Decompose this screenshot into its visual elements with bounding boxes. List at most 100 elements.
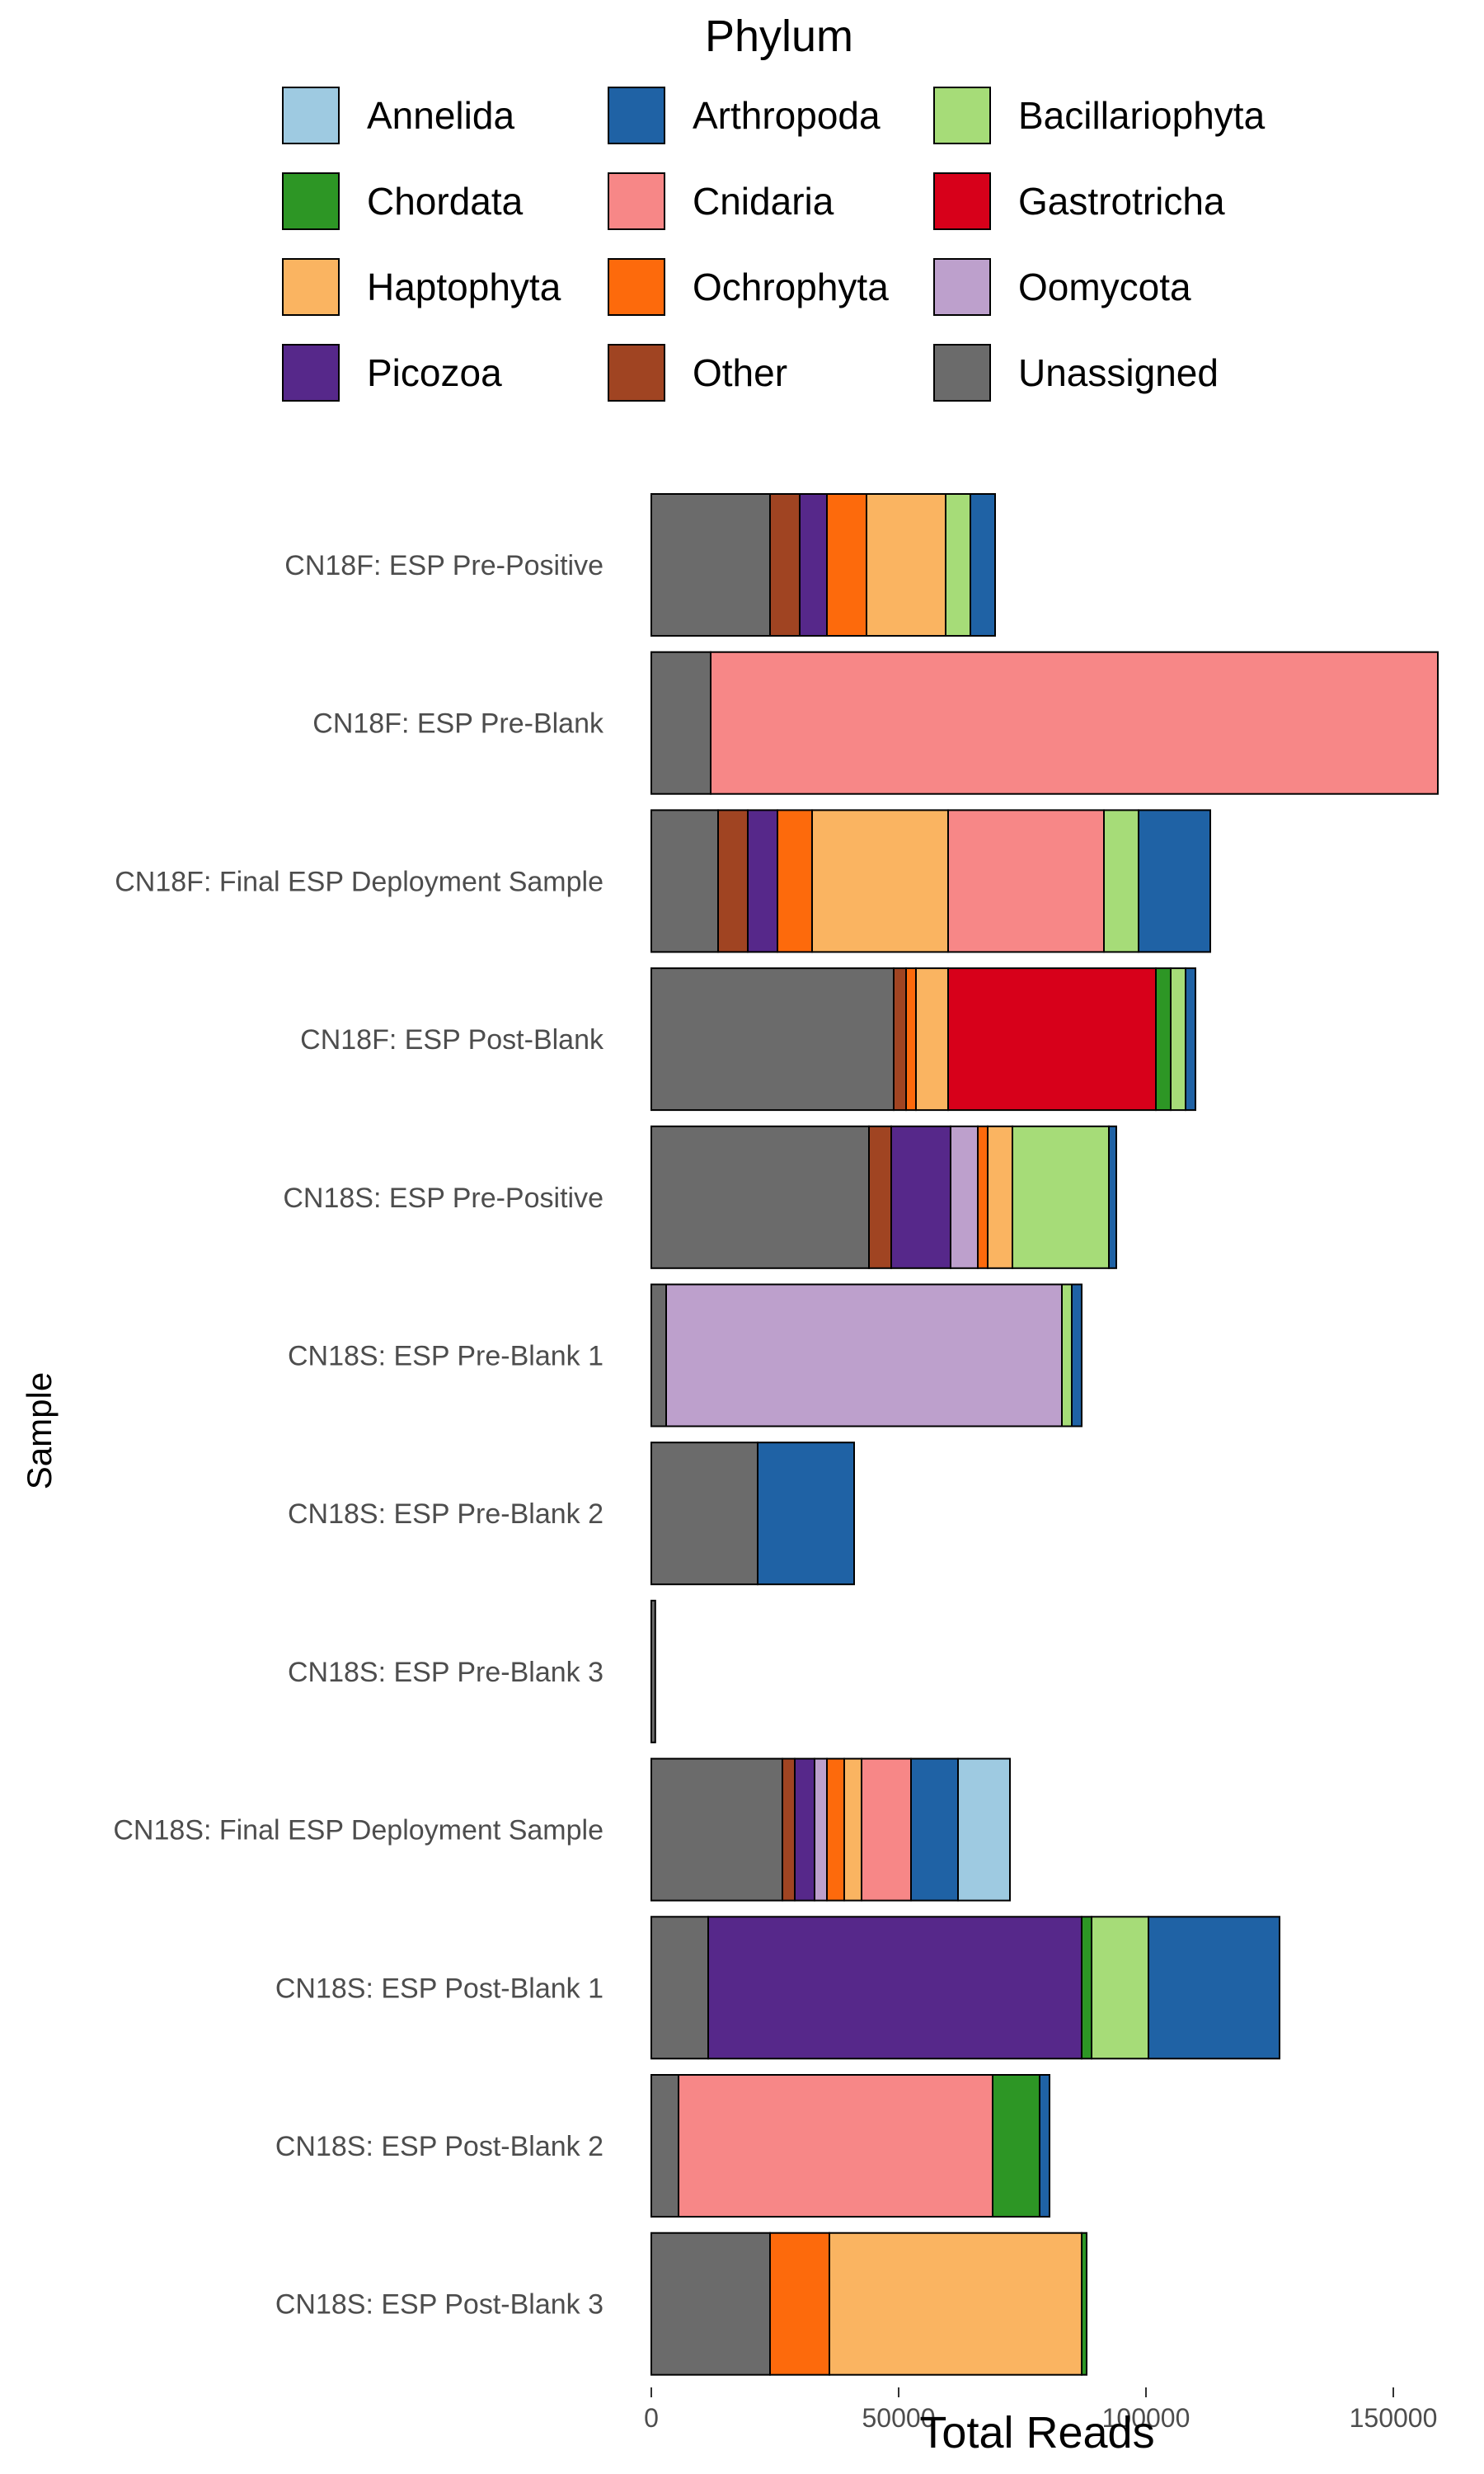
legend-item-other: Other	[608, 344, 787, 402]
y-tick-label: CN18S: ESP Pre-Blank 1	[288, 1341, 603, 1372]
legend-swatch	[933, 87, 991, 144]
legend-item-chordata: Chordata	[282, 172, 524, 230]
bar-segment-arthropoda	[1039, 2074, 1050, 2218]
x-tick-label: 100000	[1102, 2403, 1190, 2433]
bar-segment-chordata	[1155, 967, 1172, 1112]
legend-swatch	[282, 344, 340, 402]
y-tick-label: CN18S: ESP Post-Blank 3	[275, 2289, 603, 2321]
bar-segment-other	[893, 967, 907, 1112]
bar-segment-unassigned	[650, 1757, 783, 1902]
legend-item-picozoa: Picozoa	[282, 344, 502, 402]
bar-segment-bacillariophyta	[1012, 1125, 1110, 1269]
x-tick-label: 0	[644, 2403, 659, 2433]
bar-segment-other	[717, 809, 749, 953]
legend-item-bacillariophyta: Bacillariophyta	[933, 87, 1266, 144]
bar-segment-ochrophyta	[777, 809, 813, 953]
y-tick-label: CN18S: ESP Pre-Blank 2	[288, 1498, 603, 1530]
bar-segment-unassigned	[650, 809, 719, 953]
bar-segment-haptophyta	[915, 967, 949, 1112]
bar-segment-unassigned	[650, 1442, 758, 1586]
legend-label: Haptophyta	[367, 266, 561, 308]
y-axis-title: Sample	[20, 1372, 59, 1489]
legend-swatch	[608, 344, 665, 402]
bar-segment-unassigned	[650, 651, 711, 795]
legend-swatch	[933, 172, 991, 230]
legend-label: Bacillariophyta	[1018, 94, 1266, 137]
bar-segment-unassigned	[650, 967, 895, 1112]
bar-segment-unassigned	[650, 493, 771, 637]
legend-label: Cnidaria	[693, 180, 834, 223]
legend-item-unassigned: Unassigned	[933, 344, 1219, 402]
plot-area: CN18F: ESP Pre-Positive CN18F: ESP Pre-Bl…	[113, 493, 1439, 2376]
x-axis: 0 50000 100000 150000	[644, 2387, 1437, 2433]
legend-item-cnidaria: Cnidaria	[608, 172, 834, 230]
bar-segment-haptophyta	[829, 2232, 1082, 2376]
bar-cn18f-final-esp-deployment-sample	[650, 809, 1211, 953]
bar-segment-other	[769, 493, 801, 637]
bar-segment-bacillariophyta	[1061, 1283, 1073, 1427]
y-tick-label: CN18S: ESP Post-Blank 1	[275, 1973, 603, 2004]
legend-label: Gastrotricha	[1018, 180, 1225, 223]
bar-segment-ochrophyta	[826, 493, 867, 637]
x-axis-title: Total Reads	[919, 2408, 1154, 2458]
legend-item-gastrotricha: Gastrotricha	[933, 172, 1225, 230]
bar-segment-ochrophyta	[977, 1125, 989, 1269]
bar-segment-ochrophyta	[769, 2232, 830, 2376]
legend-swatch	[282, 87, 340, 144]
bar-segment-haptophyta	[866, 493, 946, 637]
bar-segment-haptophyta	[843, 1757, 862, 1902]
bar-segment-arthropoda	[757, 1442, 855, 1586]
bar-segment-chordata	[1081, 2232, 1087, 2376]
bar-segment-haptophyta	[811, 809, 949, 953]
bar-segment-unassigned	[650, 1283, 667, 1427]
legend-swatch	[933, 258, 991, 316]
bar-segment-arthropoda	[1148, 1916, 1280, 2060]
y-tick-label: CN18F: ESP Pre-Blank	[312, 708, 604, 740]
legend-label: Unassigned	[1018, 351, 1219, 394]
bar-segment-arthropoda	[1185, 967, 1196, 1112]
bar-cn18s-final-esp-deployment-sample	[650, 1757, 1011, 1902]
bar-segment-picozoa	[799, 493, 828, 637]
bar-segment-unassigned	[650, 1125, 870, 1269]
y-tick-label: CN18F: ESP Pre-Positive	[284, 550, 603, 581]
bar-segment-annelida	[957, 1757, 1011, 1902]
bar-segment-other	[782, 1757, 796, 1902]
legend-swatch	[282, 258, 340, 316]
bar-segment-arthropoda	[1071, 1283, 1082, 1427]
legend-label: Ochrophyta	[693, 266, 889, 308]
y-tick-label: CN18S: ESP Post-Blank 2	[275, 2131, 603, 2162]
y-tick-label: CN18S: Final ESP Deployment Sample	[113, 1815, 603, 1846]
legend: Phylum Annelida Arthropoda Bacillariophyta…	[282, 12, 1266, 402]
bar-segment-chordata	[992, 2074, 1040, 2218]
legend-item-haptophyta: Haptophyta	[282, 258, 561, 316]
x-tick-label: 50000	[862, 2403, 936, 2433]
bar-segment-unassigned	[650, 2232, 771, 2376]
bar-segment-arthropoda	[970, 493, 996, 637]
bar-segment-unassigned	[650, 1916, 709, 2060]
legend-item-oomycota: Oomycota	[933, 258, 1191, 316]
legend-label: Other	[693, 351, 787, 394]
bar-segment-ochrophyta	[826, 1757, 845, 1902]
legend-label: Oomycota	[1018, 266, 1191, 308]
bar-cn18s-esp-pre-blank-3	[650, 1599, 656, 1743]
legend-swatch	[282, 172, 340, 230]
legend-label: Arthropoda	[693, 94, 881, 137]
bar-segment-chordata	[1081, 1916, 1092, 2060]
legend-label: Picozoa	[367, 351, 502, 394]
bar-cn18s-esp-post-blank-3	[650, 2232, 1087, 2376]
legend-item-annelida: Annelida	[282, 87, 514, 144]
bar-segment-bacillariophyta	[1091, 1916, 1149, 2060]
bar-cn18s-esp-post-blank-2	[650, 2074, 1050, 2218]
bar-segment-arthropoda	[910, 1757, 959, 1902]
legend-swatch	[608, 172, 665, 230]
bar-segment-cnidaria	[678, 2074, 993, 2218]
x-tick-label: 150000	[1350, 2403, 1438, 2433]
bar-segment-arthropoda	[1108, 1125, 1117, 1269]
bar-segment-picozoa	[794, 1757, 815, 1902]
legend-label: Chordata	[367, 180, 524, 223]
bar-segment-unassigned	[650, 1599, 656, 1743]
bar-segment-oomycota	[950, 1125, 979, 1269]
bar-cn18f-esp-pre-blank	[650, 651, 1439, 795]
y-tick-label: CN18S: ESP Pre-Blank 3	[288, 1657, 603, 1688]
